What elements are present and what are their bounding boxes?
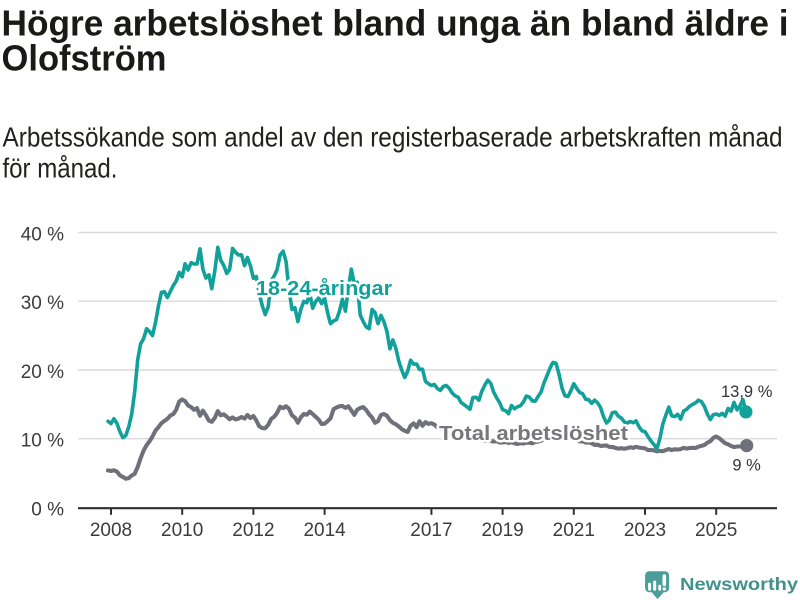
svg-text:10 %: 10 %	[21, 431, 64, 452]
svg-text:2017: 2017	[410, 520, 452, 541]
svg-text:40 %: 40 %	[21, 225, 64, 246]
svg-text:0 %: 0 %	[31, 499, 64, 520]
svg-text:Arbetssökande som andel av den: Arbetssökande som andel av den registerb…	[3, 122, 783, 153]
svg-text:18-24-åringar: 18-24-åringar	[256, 277, 392, 300]
svg-text:Olofström: Olofström	[2, 38, 167, 79]
svg-text:2014: 2014	[303, 520, 346, 541]
svg-text:Newsworthy: Newsworthy	[680, 574, 798, 594]
svg-text:2010: 2010	[161, 520, 203, 541]
svg-text:9 %: 9 %	[732, 456, 761, 474]
svg-text:Total arbetslöshet: Total arbetslöshet	[439, 423, 628, 445]
svg-text:2008: 2008	[90, 520, 132, 541]
svg-text:2012: 2012	[232, 520, 274, 541]
svg-text:2025: 2025	[695, 520, 737, 541]
svg-text:2023: 2023	[624, 520, 666, 541]
svg-text:Högre arbetslöshet bland unga: Högre arbetslöshet bland unga än bland ä…	[2, 3, 789, 44]
svg-text:30 %: 30 %	[21, 293, 64, 314]
svg-text:20 %: 20 %	[21, 362, 64, 383]
svg-text:13,9 %: 13,9 %	[721, 383, 773, 401]
svg-text:för månad.: för månad.	[3, 153, 118, 184]
svg-text:2021: 2021	[553, 520, 595, 541]
svg-text:2019: 2019	[481, 520, 523, 541]
